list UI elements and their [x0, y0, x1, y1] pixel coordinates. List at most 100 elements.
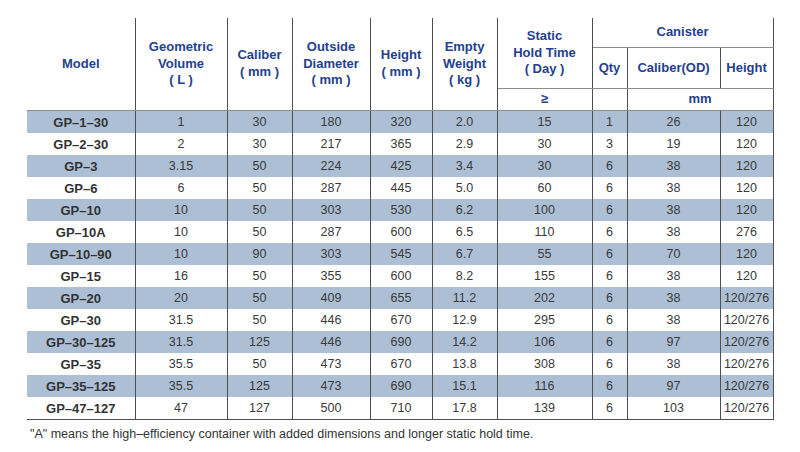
spec-table-body: GP–1–301301803202.015126120GP–2–30230217… [27, 111, 773, 420]
cell-static-hold-time: 55 [497, 243, 592, 265]
table-row: GP–2–302302173652.930319120 [27, 133, 773, 155]
cell-outside-diameter: 287 [292, 177, 370, 199]
cell-geometric-volume: 6 [135, 177, 227, 199]
cell-canister-height: 120/276 [720, 375, 773, 397]
cell-canister-qty: 6 [592, 199, 627, 221]
cell-model: GP–35 [27, 353, 135, 375]
cell-caliber: 127 [227, 397, 292, 420]
cell-geometric-volume: 35.5 [135, 375, 227, 397]
cell-empty-weight: 8.2 [432, 265, 497, 287]
cell-empty-weight: 11.2 [432, 287, 497, 309]
cell-static-hold-time: 116 [497, 375, 592, 397]
cell-outside-diameter: 303 [292, 199, 370, 221]
col-header-canister-height: Height [720, 48, 773, 89]
cell-canister-height: 120 [720, 133, 773, 155]
cell-canister-height: 120 [720, 265, 773, 287]
cell-canister-caliber: 38 [627, 265, 720, 287]
spec-table-header: Model Geometric Volume ( L ) Caliber ( m… [27, 18, 773, 111]
cell-outside-diameter: 303 [292, 243, 370, 265]
cell-outside-diameter: 217 [292, 133, 370, 155]
table-row: GP–47–1274712750071017.81396103120/276 [27, 397, 773, 420]
cell-canister-height: 120/276 [720, 287, 773, 309]
cell-caliber: 50 [227, 309, 292, 331]
table-row: GP–66502874455.060638120 [27, 177, 773, 199]
spec-table-wrap: Model Geometric Volume ( L ) Caliber ( m… [27, 18, 773, 420]
cell-canister-caliber: 19 [627, 133, 720, 155]
col-header-caliber: Caliber ( mm ) [227, 18, 292, 111]
cell-canister-caliber: 38 [627, 221, 720, 243]
cell-empty-weight: 17.8 [432, 397, 497, 420]
cell-caliber: 125 [227, 331, 292, 353]
cell-height: 710 [370, 397, 432, 420]
cell-canister-height: 120/276 [720, 397, 773, 420]
cell-outside-diameter: 446 [292, 331, 370, 353]
cell-static-hold-time: 15 [497, 111, 592, 134]
cell-static-hold-time: 202 [497, 287, 592, 309]
cell-geometric-volume: 35.5 [135, 353, 227, 375]
table-row: GP–1–301301803202.015126120 [27, 111, 773, 134]
cell-canister-caliber: 38 [627, 177, 720, 199]
cell-geometric-volume: 47 [135, 397, 227, 420]
cell-model: GP–10–90 [27, 243, 135, 265]
cell-geometric-volume: 3.15 [135, 155, 227, 177]
cell-model: GP–10 [27, 199, 135, 221]
cell-caliber: 50 [227, 155, 292, 177]
cell-geometric-volume: 10 [135, 199, 227, 221]
cell-canister-height: 120 [720, 177, 773, 199]
col-header-canister-qty: Qty [592, 48, 627, 89]
cell-height: 655 [370, 287, 432, 309]
cell-outside-diameter: 500 [292, 397, 370, 420]
cell-static-hold-time: 295 [497, 309, 592, 331]
cell-canister-qty: 1 [592, 111, 627, 134]
col-header-geometric-volume: Geometric Volume ( L ) [135, 18, 227, 111]
cell-canister-height: 276 [720, 221, 773, 243]
cell-empty-weight: 13.8 [432, 353, 497, 375]
col-header-empty-weight: Empty Weight ( kg ) [432, 18, 497, 111]
spec-sheet-page: Model Geometric Volume ( L ) Caliber ( m… [0, 0, 800, 452]
cell-geometric-volume: 20 [135, 287, 227, 309]
cell-caliber: 50 [227, 287, 292, 309]
cell-canister-qty: 3 [592, 133, 627, 155]
cell-empty-weight: 6.7 [432, 243, 497, 265]
table-row: GP–35–12535.512547369015.1116697120/276 [27, 375, 773, 397]
cell-height: 425 [370, 155, 432, 177]
cell-canister-height: 120/276 [720, 309, 773, 331]
cell-model: GP–6 [27, 177, 135, 199]
cell-model: GP–30 [27, 309, 135, 331]
table-row: GP–1010503035306.2100638120 [27, 199, 773, 221]
col-header-static-hold-time: Static Hold Time ( Day ) [497, 18, 592, 89]
cell-canister-caliber: 70 [627, 243, 720, 265]
cell-caliber: 125 [227, 375, 292, 397]
cell-outside-diameter: 409 [292, 287, 370, 309]
cell-geometric-volume: 16 [135, 265, 227, 287]
cell-height: 670 [370, 353, 432, 375]
cell-empty-weight: 14.2 [432, 331, 497, 353]
cell-height: 600 [370, 265, 432, 287]
canister-unit: mm [627, 89, 773, 111]
cell-height: 445 [370, 177, 432, 199]
cell-model: GP–1–30 [27, 111, 135, 134]
cell-static-hold-time: 308 [497, 353, 592, 375]
cell-geometric-volume: 10 [135, 221, 227, 243]
cell-canister-qty: 6 [592, 221, 627, 243]
cell-static-hold-time: 110 [497, 221, 592, 243]
cell-canister-caliber: 38 [627, 199, 720, 221]
cell-canister-height: 120 [720, 111, 773, 134]
cell-caliber: 30 [227, 111, 292, 134]
cell-outside-diameter: 287 [292, 221, 370, 243]
cell-height: 365 [370, 133, 432, 155]
cell-outside-diameter: 224 [292, 155, 370, 177]
cell-canister-height: 120 [720, 155, 773, 177]
cell-height: 530 [370, 199, 432, 221]
cell-height: 600 [370, 221, 432, 243]
table-row: GP–33.15502244253.430638120 [27, 155, 773, 177]
col-header-model: Model [27, 18, 135, 111]
static-hold-time-condition: ≥ [497, 89, 592, 111]
cell-model: GP–3 [27, 155, 135, 177]
cell-empty-weight: 3.4 [432, 155, 497, 177]
col-header-canister-group: Canister [592, 18, 773, 48]
cell-caliber: 90 [227, 243, 292, 265]
cell-outside-diameter: 473 [292, 353, 370, 375]
cell-static-hold-time: 139 [497, 397, 592, 420]
col-header-height: Height ( mm ) [370, 18, 432, 111]
